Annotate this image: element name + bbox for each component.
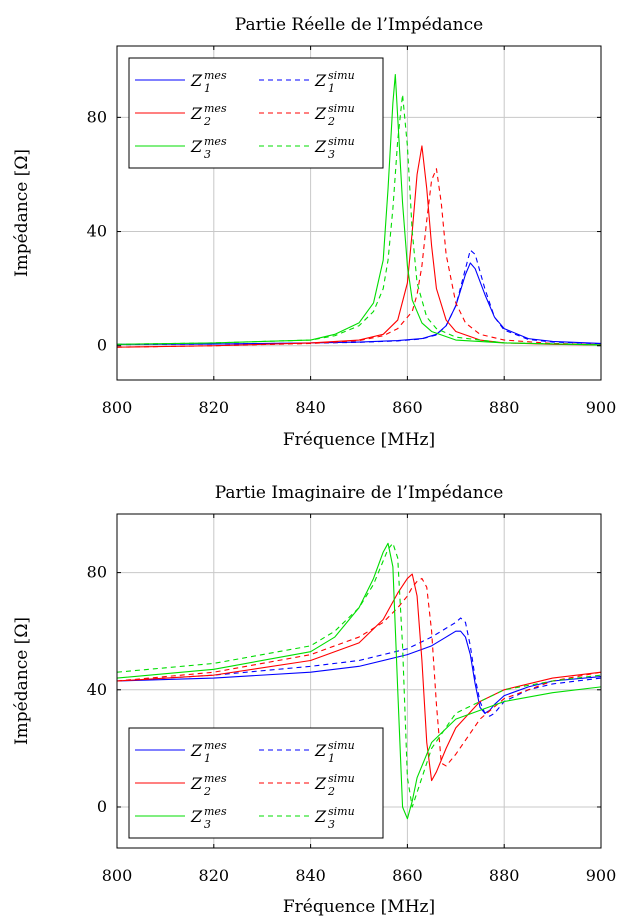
- legend-label: Z: [190, 71, 203, 90]
- series-line-Z2mes: [117, 573, 601, 782]
- x-tick-label: 880: [489, 398, 520, 417]
- legend-label-sub: 3: [328, 818, 335, 831]
- series-group: [117, 542, 601, 820]
- series-group: [117, 74, 601, 348]
- series-line-Z3simu: [117, 93, 601, 346]
- series-line-Z2simu: [117, 168, 601, 348]
- legend-label: Z: [314, 774, 327, 793]
- series-line-Z3mes: [117, 542, 601, 820]
- legend-label-sup: mes: [204, 805, 227, 818]
- legend-label-sup: mes: [204, 69, 227, 82]
- legend-label: Z: [314, 104, 327, 123]
- legend-label-sub: 2: [327, 115, 335, 128]
- legend-label: Z: [314, 71, 327, 90]
- legend-label-sub: 1: [204, 82, 211, 95]
- legend-label-sub: 2: [327, 785, 335, 798]
- series-line-Z1mes: [117, 262, 601, 345]
- x-tick-label: 840: [295, 398, 326, 417]
- x-tick-label: 820: [199, 866, 230, 885]
- x-axis-label: Fréquence [MHz]: [283, 430, 435, 450]
- x-tick-label: 880: [489, 866, 520, 885]
- y-axis-label: Impédance [Ω]: [12, 149, 32, 277]
- legend-label-sub: 3: [328, 148, 335, 161]
- legend-label-sup: mes: [204, 135, 227, 148]
- x-tick-label: 860: [392, 398, 423, 417]
- legend-label-sup: simu: [328, 135, 355, 148]
- series-line-Z1simu: [117, 249, 601, 346]
- plot-frame: [116, 513, 602, 849]
- x-tick-label: 800: [102, 398, 133, 417]
- legend-label-sup: simu: [328, 739, 355, 752]
- chart-title: Partie Imaginaire de l’Impédance: [215, 483, 504, 503]
- y-tick-label: 0: [97, 797, 107, 816]
- plot-frame: [116, 45, 602, 381]
- y-tick-label: 80: [87, 563, 107, 582]
- legend-label-sup: simu: [328, 772, 355, 785]
- legend-label: Z: [190, 137, 203, 156]
- x-tick-label: 800: [102, 866, 133, 885]
- legend-label: Z: [190, 741, 203, 760]
- legend-label: Z: [314, 807, 327, 826]
- x-tick-label: 900: [586, 866, 617, 885]
- legend-label: Z: [314, 137, 327, 156]
- legend-label-sup: simu: [328, 805, 355, 818]
- series-line-Z1simu: [117, 617, 601, 717]
- legend-label-sub: 3: [204, 818, 211, 831]
- legend-label: Z: [190, 774, 203, 793]
- series-line-Z2simu: [117, 577, 601, 767]
- legend-label-sub: 2: [203, 785, 211, 798]
- series-line-Z3simu: [117, 542, 601, 808]
- x-tick-label: 840: [295, 866, 326, 885]
- x-tick-label: 900: [586, 398, 617, 417]
- y-tick-label: 0: [97, 336, 107, 355]
- y-tick-label: 80: [87, 107, 107, 126]
- legend-label-sup: simu: [328, 102, 355, 115]
- chart-title: Partie Réelle de l’Impédance: [235, 15, 483, 35]
- legend-label-sup: mes: [204, 739, 227, 752]
- y-axis-label: Impédance [Ω]: [12, 617, 32, 745]
- x-tick-label: 820: [199, 398, 230, 417]
- legend-label-sub: 2: [203, 115, 211, 128]
- legend-label: Z: [190, 104, 203, 123]
- legend-label-sub: 1: [328, 752, 335, 765]
- y-tick-label: 40: [87, 680, 107, 699]
- x-tick-label: 860: [392, 866, 423, 885]
- legend-label: Z: [314, 741, 327, 760]
- series-line-Z3mes: [117, 74, 601, 346]
- legend-label-sup: mes: [204, 102, 227, 115]
- y-tick-label: 40: [87, 222, 107, 241]
- x-axis-label: Fréquence [MHz]: [283, 897, 435, 917]
- legend-label-sub: 1: [204, 752, 211, 765]
- legend-label-sub: 3: [204, 148, 211, 161]
- legend-label-sup: mes: [204, 772, 227, 785]
- legend-label-sub: 1: [328, 82, 335, 95]
- series-line-Z1mes: [117, 630, 601, 714]
- legend-label-sup: simu: [328, 69, 355, 82]
- legend-label: Z: [190, 807, 203, 826]
- series-line-Z2mes: [117, 145, 601, 348]
